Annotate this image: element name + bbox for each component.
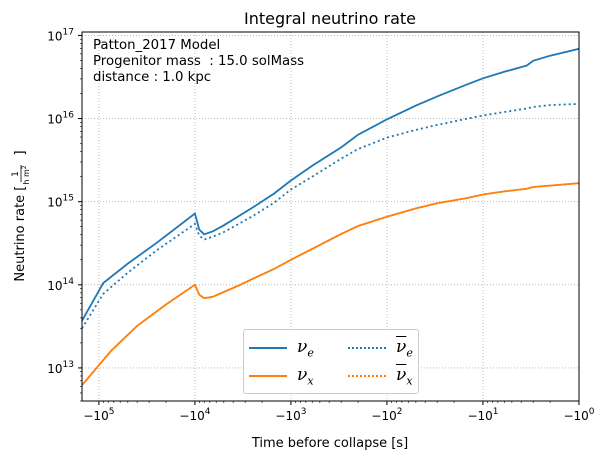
- y-tick-label: 1017: [47, 27, 74, 43]
- series-line-0: [82, 47, 579, 322]
- y-tick-label: 1016: [47, 111, 74, 127]
- x-tick-label: −102: [371, 407, 402, 423]
- y-tick-label: 1013: [47, 360, 74, 376]
- legend-label-nu-x: νx: [297, 364, 314, 388]
- svg-text:1: 1: [11, 171, 21, 177]
- annotation-model: Patton_2017 Model: [93, 38, 221, 53]
- y-axis-ticks: 1013 1014 1015 1016 1017: [47, 27, 82, 402]
- annotation-distance: distance : 1.0 kpc: [93, 70, 212, 85]
- x-axis-ticks: −105 −104 −103 −102 −101 −100: [83, 401, 595, 423]
- legend-swatch-nu-e: [249, 347, 287, 349]
- chart-title: Integral neutrino rate: [244, 9, 416, 28]
- x-tick-label: −101: [467, 407, 498, 423]
- svg-text:h m2: h m2: [21, 165, 31, 184]
- grid: [82, 32, 580, 401]
- legend-item-antinu-x: νx: [348, 365, 413, 387]
- model-annotation: Patton_2017 Model Progenitor mass : 15.0…: [93, 38, 304, 86]
- x-tick-label: −104: [179, 407, 210, 423]
- x-tick-label: −105: [83, 407, 114, 423]
- annotation-mass: Progenitor mass : 15.0 solMass: [93, 54, 305, 69]
- legend-swatch-antinu-x: [348, 375, 386, 377]
- y-axis-label: Neutrino rate [ ] 1 h m2: [11, 150, 31, 281]
- series-line-2: [82, 103, 579, 329]
- plot-frame: [81, 31, 580, 402]
- x-tick-label: −103: [275, 407, 306, 423]
- legend-swatch-antinu-e: [348, 347, 386, 349]
- x-axis-label: Time before collapse [s]: [251, 436, 408, 451]
- y-tick-label: 1015: [47, 194, 74, 210]
- legend-swatch-nu-x: [249, 375, 287, 377]
- svg-text:Neutrino rate [ ]: Neutrino rate [ ]: [13, 150, 28, 281]
- legend-label-antinu-e: νe: [396, 336, 413, 360]
- legend-label-antinu-x: νx: [396, 364, 413, 388]
- legend-item-nu-x: νx: [249, 365, 314, 387]
- y-tick-label: 1014: [47, 277, 74, 293]
- x-tick-label: −100: [563, 407, 594, 423]
- series-layer: [82, 47, 579, 386]
- legend-item-antinu-e: νe: [348, 337, 413, 359]
- legend: νe νx νe νx: [243, 329, 419, 394]
- series-line-3: [82, 182, 579, 386]
- legend-item-nu-e: νe: [249, 337, 314, 359]
- legend-label-nu-e: νe: [297, 336, 314, 360]
